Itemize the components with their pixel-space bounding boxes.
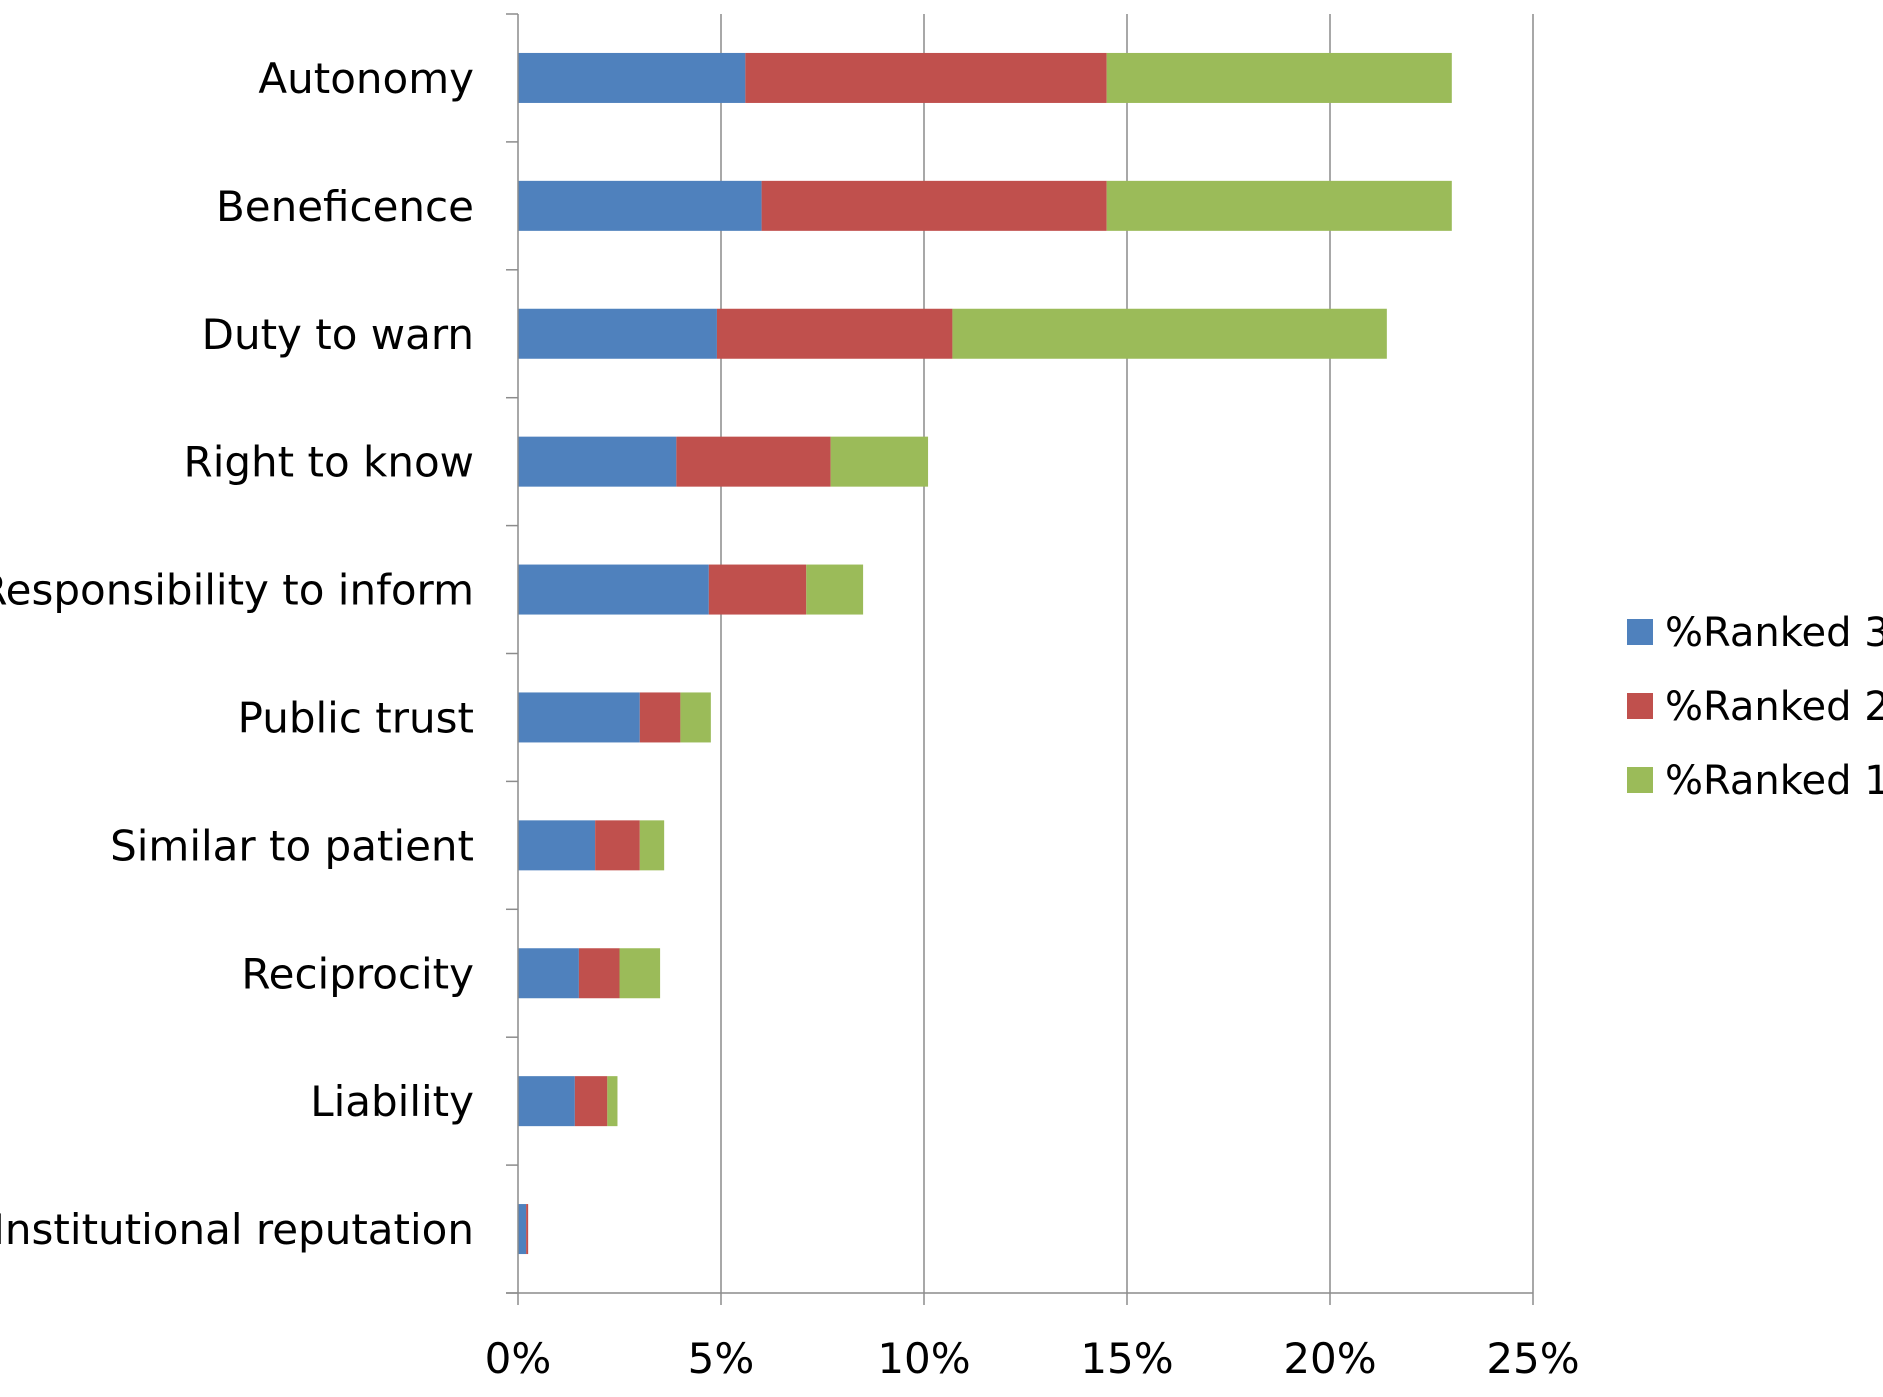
x-tick-label: 5% bbox=[688, 1334, 755, 1383]
legend-swatch bbox=[1627, 767, 1653, 793]
x-tick-label: 20% bbox=[1283, 1334, 1376, 1383]
bar-segment bbox=[639, 820, 665, 871]
bar-segment bbox=[607, 1076, 618, 1127]
bar-segment bbox=[1106, 52, 1452, 103]
legend-label: %Ranked 3 bbox=[1665, 610, 1883, 656]
category-label: Duty to warn bbox=[202, 310, 474, 359]
legend: %Ranked 3 %Ranked 2 %Ranked 1 bbox=[1627, 610, 1883, 804]
bar-segment bbox=[716, 308, 953, 359]
x-tick-label: 25% bbox=[1486, 1334, 1579, 1383]
category-label: Reciprocity bbox=[241, 949, 474, 998]
category-labels: Autonomy Beneficence Duty to warn Right to … bbox=[0, 54, 474, 1254]
x-tick-label: 15% bbox=[1080, 1334, 1173, 1383]
axes bbox=[506, 13, 1534, 1305]
bar-segment bbox=[526, 1204, 529, 1255]
category-label: Liability bbox=[310, 1077, 474, 1126]
bar-segment bbox=[806, 564, 864, 615]
bar-segment bbox=[578, 948, 620, 999]
bar-segments bbox=[518, 52, 1452, 1255]
category-label: Institutional reputation bbox=[0, 1205, 474, 1254]
bar-segment bbox=[518, 436, 677, 487]
bar-segment bbox=[595, 820, 640, 871]
x-tick-label: 10% bbox=[877, 1334, 970, 1383]
category-label: Right to know bbox=[184, 438, 474, 487]
category-label: Public trust bbox=[238, 693, 474, 742]
bar-segment bbox=[761, 180, 1107, 231]
bar-segment bbox=[619, 948, 661, 999]
legend-label: %Ranked 1 bbox=[1665, 758, 1883, 804]
bar-segment bbox=[680, 692, 711, 743]
bar-segment bbox=[574, 1076, 608, 1127]
bar-segment bbox=[952, 308, 1387, 359]
bar-segment bbox=[518, 564, 709, 615]
legend-swatch bbox=[1627, 619, 1653, 645]
bar-segment bbox=[518, 1076, 575, 1127]
bar-segment bbox=[518, 1204, 527, 1255]
bar-segment bbox=[518, 308, 717, 359]
bar-segment bbox=[745, 52, 1107, 103]
bar-segment bbox=[639, 692, 681, 743]
category-label: Beneficence bbox=[216, 182, 474, 231]
legend-label: %Ranked 2 bbox=[1665, 684, 1883, 730]
bar-segment bbox=[518, 52, 746, 103]
x-tick-label: 0% bbox=[485, 1334, 552, 1383]
bar-segment bbox=[830, 436, 929, 487]
bar-segment bbox=[708, 564, 807, 615]
bar-segment bbox=[1106, 180, 1452, 231]
bar-segment bbox=[518, 948, 579, 999]
category-label: Similar to patient bbox=[110, 821, 474, 870]
legend-swatch bbox=[1627, 693, 1653, 719]
bar-segment bbox=[518, 692, 640, 743]
category-label: Autonomy bbox=[258, 54, 474, 103]
bar-segment bbox=[518, 820, 596, 871]
bar-segment bbox=[676, 436, 831, 487]
bar-segment bbox=[518, 180, 762, 231]
x-tick-labels: 0% 5% 10% 15% 20% 25% bbox=[485, 1334, 1580, 1383]
category-label: Responsibility to inform bbox=[0, 566, 474, 615]
